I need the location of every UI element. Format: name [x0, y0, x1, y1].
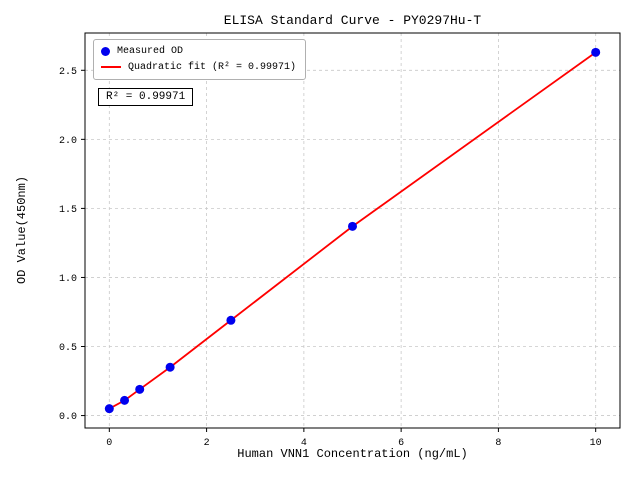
- legend-label-quadratic-fit: Quadratic fit (R² = 0.99971): [128, 61, 297, 73]
- x-tick-label: 4: [301, 438, 307, 449]
- legend-item-measured-od: Measured OD: [101, 44, 296, 60]
- quadratic-fit-line-icon: [101, 66, 121, 69]
- data-point: [120, 395, 130, 405]
- chart-title: ELISA Standard Curve - PY0297Hu-T: [223, 13, 482, 28]
- data-point: [135, 384, 145, 394]
- plot-border: [84, 32, 621, 429]
- measured-od-marker-icon: [101, 47, 110, 57]
- legend-label-measured-od: Measured OD: [117, 46, 184, 57]
- y-tick-label: 0.0: [59, 412, 77, 423]
- data-point: [348, 221, 357, 231]
- data-point: [165, 362, 175, 372]
- x-tick-label: 8: [495, 438, 501, 449]
- y-tick-label: 2.0: [59, 136, 77, 147]
- legend-item-quadratic-fit: Quadratic fit (R² = 0.99971): [101, 60, 296, 76]
- y-tick-label: 2.5: [59, 67, 77, 78]
- y-tick-label: 1.5: [59, 205, 77, 216]
- x-tick-label: 0: [106, 438, 112, 449]
- data-point: [104, 404, 114, 414]
- r-squared-annotation: R² = 0.99971: [98, 88, 194, 106]
- data-point: [591, 47, 601, 57]
- y-tick-label: 1.0: [59, 274, 77, 285]
- x-tick-label: 10: [590, 438, 602, 449]
- legend: Measured OD Quadratic fit (R² = 0.99971): [93, 39, 307, 80]
- data-point: [226, 315, 236, 325]
- y-tick-label: 0.5: [59, 343, 77, 354]
- x-axis-label: Human VNN1 Concentration (ng/mL): [237, 447, 468, 461]
- y-axis-label: OD Value(450nm): [15, 175, 29, 285]
- x-tick-label: 2: [204, 438, 210, 449]
- x-tick-label: 6: [398, 438, 404, 449]
